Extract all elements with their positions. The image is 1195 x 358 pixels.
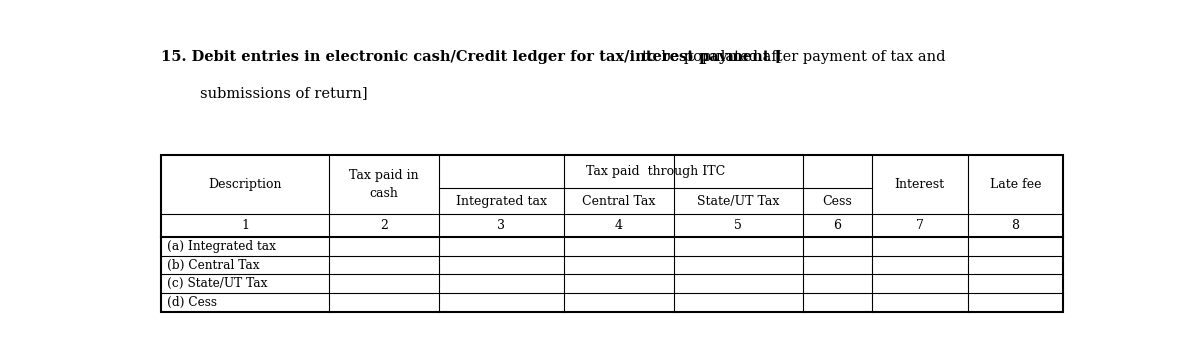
Text: (a) Integrated tax: (a) Integrated tax xyxy=(167,240,276,253)
Bar xyxy=(161,155,1064,312)
Text: (d) Cess: (d) Cess xyxy=(167,296,217,309)
Text: (c) State/UT Tax: (c) State/UT Tax xyxy=(167,277,268,290)
Text: 15. Debit entries in electronic cash/Credit ledger for tax/interest payment [: 15. Debit entries in electronic cash/Cre… xyxy=(161,50,782,64)
Text: 3: 3 xyxy=(497,219,505,232)
Text: Interest: Interest xyxy=(895,178,945,191)
Text: 8: 8 xyxy=(1012,219,1019,232)
Text: 4: 4 xyxy=(614,219,623,232)
Text: to be populated after payment of tax and: to be populated after payment of tax and xyxy=(643,50,946,64)
Text: Cess: Cess xyxy=(822,195,852,208)
Text: 7: 7 xyxy=(915,219,924,232)
Text: Central Tax: Central Tax xyxy=(582,195,655,208)
Text: 15. Debit entries in electronic cash/Credit ledger for tax/interest payment [: 15. Debit entries in electronic cash/Cre… xyxy=(161,50,782,64)
Text: 5: 5 xyxy=(735,219,742,232)
Text: Late fee: Late fee xyxy=(989,178,1041,191)
Text: Integrated tax: Integrated tax xyxy=(455,195,547,208)
Text: submissions of return]: submissions of return] xyxy=(201,86,368,100)
Text: 1: 1 xyxy=(241,219,250,232)
Text: State/UT Tax: State/UT Tax xyxy=(697,195,779,208)
Text: (b) Central Tax: (b) Central Tax xyxy=(167,258,259,271)
Text: 6: 6 xyxy=(833,219,841,232)
Text: Tax paid in
cash: Tax paid in cash xyxy=(349,169,419,200)
Text: Description: Description xyxy=(208,178,282,191)
Text: 2: 2 xyxy=(380,219,388,232)
Text: Tax paid  through ITC: Tax paid through ITC xyxy=(586,165,725,178)
